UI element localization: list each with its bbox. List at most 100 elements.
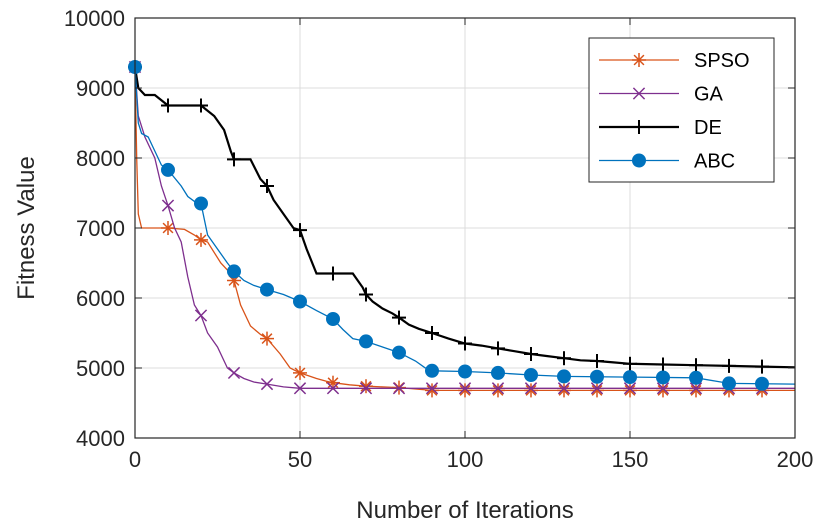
ga-marker [392,382,406,395]
spso-marker [161,221,175,235]
legend-label-de: DE [694,117,722,139]
de-marker [590,354,604,368]
de-marker [260,179,274,193]
legend-label-abc: ABC [694,151,735,173]
ga-marker [689,382,703,395]
de-marker [623,356,637,371]
legend-marker-de [632,120,646,134]
y-tick-label: 9000 [76,76,125,101]
legend-marker-ga [632,87,646,100]
spso-marker [689,383,703,398]
de-marker [161,98,175,113]
series-layer [128,60,796,398]
abc-marker [557,369,571,384]
abc-marker [755,376,769,391]
abc-marker [161,162,175,177]
spso-marker [293,365,307,380]
spso-marker [656,383,670,398]
legend-entry-abc: ABC [599,151,735,173]
spso-marker [458,383,472,398]
spso-marker [557,383,571,398]
ga-marker [194,309,208,322]
spso-marker [623,383,637,398]
legend-marker-abc [632,153,646,168]
spso-marker [491,383,505,398]
spso-marker [524,383,538,398]
de-marker [326,266,340,281]
ga-marker [293,382,307,395]
abc-marker [491,365,505,380]
y-tick-label: 5000 [76,356,125,381]
de-marker [458,336,472,351]
y-tick-label: 4000 [76,426,125,451]
y-tick-label: 8000 [76,146,125,171]
ga-marker [590,382,604,395]
de-marker [359,287,373,302]
ga-marker [623,382,637,395]
ga-marker [425,382,439,395]
y-tick-label: 7000 [76,216,125,241]
x-tick-label: 100 [447,447,484,472]
de-marker [227,152,241,167]
x-tick-label: 0 [129,447,141,472]
axis-ticks: 0 50 100 150 200 4000 5000 6000 7000 8000 9000 1000… [64,6,814,472]
legend-entry-de: DE [599,117,722,139]
spso-marker [194,232,208,247]
de-marker [755,359,769,374]
de-marker [722,358,736,373]
abc-marker [260,282,274,297]
x-axis-label: Number of Iterations [356,497,573,524]
ga-marker [491,382,505,395]
abc-marker [656,370,670,385]
legend-label-ga: GA [694,84,724,106]
abc-marker [524,368,538,382]
abc-marker [458,364,472,379]
abc-marker [722,376,736,391]
ga-marker [359,382,373,395]
spso-marker [260,331,274,346]
x-tick-label: 50 [288,447,312,472]
de-marker [491,341,505,356]
de-marker [425,326,439,340]
ga-marker [260,377,274,391]
spso-marker [590,383,604,398]
legend: SPSO GA DE ABC [588,37,775,183]
abc-marker [590,369,604,384]
y-axis-label: Fitness Value [13,156,40,300]
legend-box [588,37,775,183]
abc-marker [326,312,340,326]
legend-label-spso: SPSO [694,50,750,72]
ga-marker [326,382,340,395]
ga-marker [227,366,241,380]
abc-marker [425,363,439,378]
de-marker [293,223,307,238]
de-marker [656,357,670,372]
de-line [133,66,796,369]
abc-marker [689,370,703,385]
legend-entry-ga: GA [599,84,724,106]
spso-marker [425,383,439,398]
x-tick-label: 200 [777,447,814,472]
abc-marker [293,294,307,309]
ga-marker [524,382,538,395]
abc-marker [623,370,637,385]
spso-marker [359,379,373,394]
de-marker [194,98,208,113]
x-tick-label: 150 [612,447,649,472]
y-tick-label: 6000 [76,286,125,311]
legend-entry-spso: SPSO [599,50,750,72]
y-tick-label: 10000 [64,6,125,31]
ga-marker [161,199,175,212]
de-marker [524,347,538,361]
de-marker [557,351,571,366]
de-marker [689,358,703,373]
abc-marker [194,196,208,211]
abc-marker [392,345,406,360]
abc-marker [227,264,241,279]
ga-marker [656,382,670,395]
legend-marker-spso [632,53,646,67]
abc-marker [359,334,373,349]
ga-marker [557,382,571,395]
de-marker [392,310,406,325]
